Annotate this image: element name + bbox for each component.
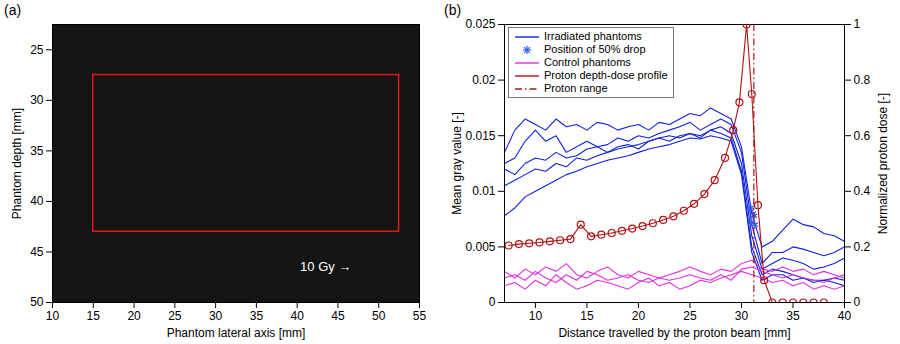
svg-text:Phantom lateral axis [mm]: Phantom lateral axis [mm] — [167, 326, 306, 340]
svg-text:10: 10 — [529, 309, 543, 323]
svg-text:Phantom depth [mm]: Phantom depth [mm] — [10, 108, 24, 219]
svg-text:30: 30 — [209, 309, 223, 323]
svg-text:10 Gy →: 10 Gy → — [300, 259, 351, 274]
svg-text:20: 20 — [632, 309, 646, 323]
html-text:(b): (b) — [444, 2, 462, 18]
html-text:Proton depth-dose profile: Proton depth-dose profile — [544, 69, 668, 81]
svg-text:35: 35 — [250, 309, 264, 323]
svg-text:50: 50 — [30, 295, 44, 309]
svg-text:0.01: 0.01 — [472, 184, 496, 198]
svg-text:0.025: 0.025 — [465, 17, 495, 31]
svg-text:45: 45 — [331, 309, 345, 323]
html-text:Irradiated phantoms: Irradiated phantoms — [544, 30, 642, 42]
svg-text:0.005: 0.005 — [465, 240, 495, 254]
svg-text:25: 25 — [168, 309, 182, 323]
svg-text:Normalized proton dose [-]: Normalized proton dose [-] — [876, 93, 890, 234]
svg-text:30: 30 — [735, 309, 749, 323]
svg-text:0.02: 0.02 — [472, 73, 496, 87]
svg-text:Mean gray value [-]: Mean gray value [-] — [450, 112, 464, 215]
svg-text:15: 15 — [580, 309, 594, 323]
svg-text:15: 15 — [87, 309, 101, 323]
svg-text:10: 10 — [46, 309, 60, 323]
svg-text:45: 45 — [30, 245, 44, 259]
svg-text:40: 40 — [838, 309, 852, 323]
svg-text:40: 40 — [30, 194, 44, 208]
svg-text:1: 1 — [854, 17, 861, 31]
svg-text:0.8: 0.8 — [854, 73, 871, 87]
svg-text:0.4: 0.4 — [854, 184, 871, 198]
svg-text:35: 35 — [786, 309, 800, 323]
svg-text:25: 25 — [30, 43, 44, 57]
svg-text:0.2: 0.2 — [854, 240, 871, 254]
svg-text:0.015: 0.015 — [465, 129, 495, 143]
svg-text:25: 25 — [683, 309, 697, 323]
svg-text:0.6: 0.6 — [854, 129, 871, 143]
svg-text:55: 55 — [413, 309, 427, 323]
svg-text:30: 30 — [30, 93, 44, 107]
html-text:(a): (a) — [4, 2, 22, 18]
html-text:Control phantoms: Control phantoms — [544, 56, 631, 68]
svg-text:50: 50 — [372, 309, 386, 323]
svg-text:0: 0 — [489, 295, 496, 309]
svg-text:Distance travelled by the prot: Distance travelled by the proton beam [m… — [558, 326, 790, 340]
svg-text:40: 40 — [290, 309, 304, 323]
html-text:Proton range: Proton range — [544, 82, 608, 94]
svg-text:20: 20 — [127, 309, 141, 323]
svg-text:0: 0 — [854, 295, 861, 309]
svg-text:35: 35 — [30, 144, 44, 158]
html-text:Position of 50% drop: Position of 50% drop — [544, 43, 646, 55]
